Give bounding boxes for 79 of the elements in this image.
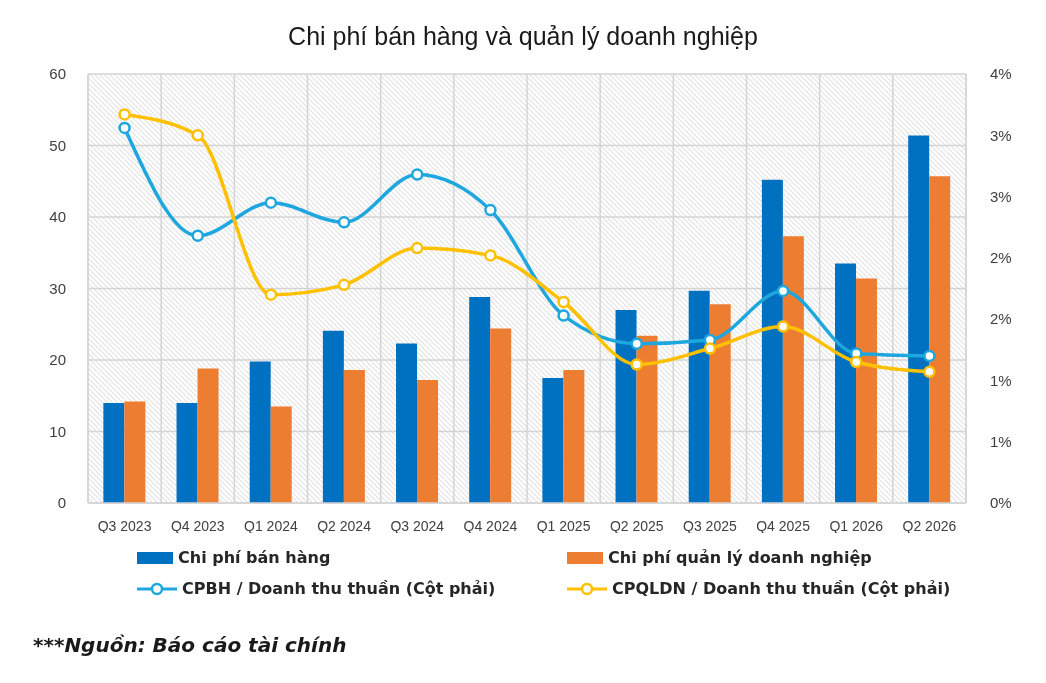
point	[191, 229, 204, 243]
point	[411, 241, 424, 255]
bar	[417, 380, 439, 503]
point	[118, 108, 131, 121]
point	[411, 168, 424, 181]
point	[264, 196, 278, 209]
bar	[929, 176, 951, 503]
x-tick-label: Q3 2025	[683, 517, 737, 534]
y-tick-label: 40	[49, 208, 66, 226]
point	[484, 249, 497, 262]
point	[264, 288, 278, 301]
y2-tick-label: 1%	[990, 371, 1012, 389]
legend-label: CPQLDN / Doanh thu thuần (Cột phải)	[612, 579, 951, 598]
point	[191, 129, 204, 142]
bar	[835, 263, 857, 503]
bar	[761, 179, 783, 503]
legend-label: CPBH / Doanh thu thuần (Cột phải)	[182, 579, 496, 598]
bar	[197, 368, 219, 503]
y-tick-label: 50	[49, 136, 66, 154]
x-tick-label: Q4 2025	[756, 517, 811, 534]
bar	[176, 402, 198, 503]
y2-tick-label: 0%	[990, 494, 1012, 512]
bar	[270, 406, 292, 503]
x-tick-label: Q1 2025	[536, 517, 591, 534]
bar	[343, 370, 365, 503]
x-tick-label: Q2 2026	[902, 517, 957, 534]
bar	[542, 377, 564, 503]
bar	[322, 330, 344, 503]
bar	[249, 361, 271, 503]
point	[118, 121, 131, 135]
bar	[469, 297, 491, 503]
bar	[490, 328, 512, 503]
x-tick-label: Q3 2023	[97, 517, 152, 534]
y2-tick-label: 1%	[990, 433, 1012, 451]
point	[337, 216, 351, 229]
point	[923, 365, 936, 379]
y-tick-label: 30	[49, 279, 66, 297]
bar	[709, 304, 731, 503]
bar	[688, 290, 710, 503]
legend-label: Chi phí bán hàng	[178, 548, 331, 567]
point	[484, 203, 497, 217]
point	[337, 278, 351, 292]
x-tick-label: Q1 2024	[244, 517, 298, 534]
y-tick-label: 20	[49, 351, 66, 369]
x-tick-label: Q4 2024	[463, 517, 518, 534]
point	[630, 337, 643, 350]
legend-label: Chi phí quản lý doanh nghiệp	[608, 548, 872, 567]
y-tick-label: 0	[57, 494, 66, 512]
chart-title: Chi phí bán hàng và quản lý doanh nghiệp	[287, 22, 759, 51]
y-tick-label: 10	[49, 422, 66, 440]
bar	[782, 236, 804, 503]
point	[923, 349, 936, 363]
bar	[856, 278, 878, 503]
point	[557, 295, 570, 309]
point	[557, 309, 570, 322]
point	[850, 355, 863, 369]
y2-tick-label: 3%	[990, 126, 1012, 144]
x-tick-label: Q4 2023	[170, 517, 225, 534]
point	[630, 358, 643, 371]
y-tick-label: 60	[49, 65, 66, 83]
bar	[396, 343, 418, 503]
point	[776, 284, 790, 298]
bar	[615, 309, 637, 503]
bar	[908, 135, 930, 503]
x-tick-label: Q3 2024	[390, 517, 445, 534]
y2-tick-label: 3%	[990, 187, 1012, 205]
point	[776, 320, 790, 333]
x-tick-label: Q2 2025	[609, 517, 664, 534]
bar	[124, 401, 146, 503]
x-tick-label: Q2 2024	[317, 517, 372, 534]
bar	[103, 402, 125, 503]
y2-tick-label: 2%	[990, 249, 1012, 267]
bar	[563, 370, 585, 503]
x-tick-label: Q1 2026	[829, 517, 884, 534]
y2-tick-label: 4%	[990, 65, 1012, 83]
text: ***Nguồn: Báo cáo tài chính	[33, 633, 347, 657]
point	[703, 342, 717, 355]
bar	[636, 335, 658, 503]
y2-tick-label: 2%	[990, 310, 1012, 328]
